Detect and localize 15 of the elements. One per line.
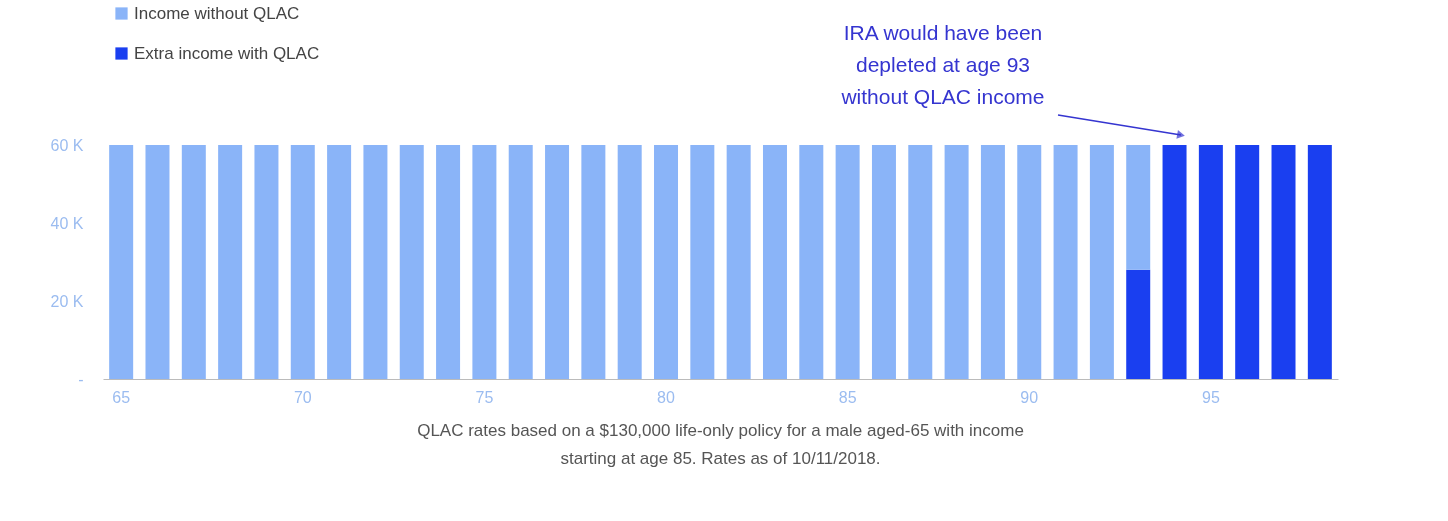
y-tick-label: - — [78, 370, 84, 388]
x-tick-label: 70 — [293, 388, 312, 406]
x-tick-label: 75 — [475, 388, 494, 406]
x-tick-label: 65 — [112, 388, 131, 406]
legend-label: Income without QLAC — [134, 3, 300, 23]
y-tick-label: 20 K — [50, 292, 84, 310]
y-tick-label: 60 K — [50, 136, 84, 154]
text: IRA would have been depleted at age 93 without QLAC income — [840, 21, 1045, 108]
x-tick-label: 80 — [657, 388, 676, 406]
x-tick-label: 90 — [1020, 388, 1039, 406]
x-tick-label: 95 — [1201, 388, 1220, 406]
y-tick-label: 40 K — [50, 214, 84, 232]
x-tick-label: 85 — [838, 388, 857, 406]
text: QLAC rates based on a $130,000 life-only policy for a male aged-65 with income starting at age 85. Rates as of 10/11/2018. — [417, 421, 1024, 468]
legend-label: Extra income with QLAC — [134, 43, 320, 63]
